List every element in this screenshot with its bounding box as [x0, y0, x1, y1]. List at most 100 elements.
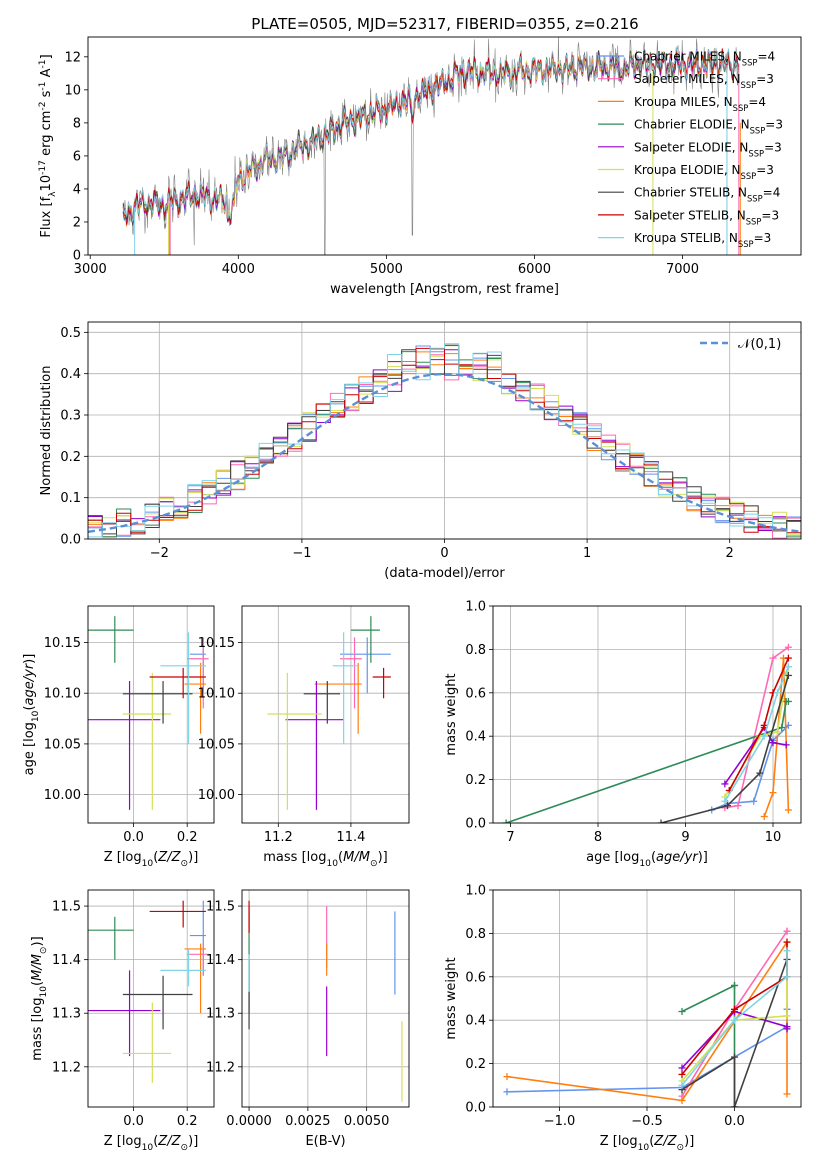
axes-frame: [87, 605, 215, 824]
legend-label: Chabrier MILES, NSSP=4: [634, 50, 775, 68]
tick-label-y: 10.00: [44, 788, 81, 803]
legend: 𝒩(0,1): [700, 337, 781, 352]
tick-label-y: 10: [64, 83, 81, 98]
weight-line-salpeter-elodie: [724, 726, 787, 785]
tick-label-x: 10: [765, 830, 782, 845]
panel-residuals: −2 −1 0 1 2 0.0 0.1 0.2 0.3 0.4 0.5 (data-model)/er…: [39, 321, 802, 581]
plot-area: [503, 927, 791, 1107]
tick-label-y: 0.0: [465, 1101, 486, 1116]
legend-label: Chabrier ELODIE, NSSP=3: [634, 118, 783, 136]
tick-label-y: 11.2: [52, 1060, 81, 1075]
tick-label-x: 0.0025: [285, 1114, 331, 1129]
tick-label-x: 6000: [518, 262, 551, 277]
panel-age-weight: 7 8 9 10 0.0 0.2 0.4 0.6 0.8 1.0 age [log10(age/yr…: [444, 600, 802, 869]
tick-label-y: 0.0: [60, 533, 81, 548]
x-axis-label: Z [log10(Z/Z⊙)]: [104, 850, 199, 869]
axes-frame: [241, 605, 410, 824]
tick-label-y: 0.8: [465, 927, 486, 942]
plot-area: [267, 616, 391, 810]
plot-area: [88, 616, 209, 810]
tick-label-y: 1.0: [465, 600, 486, 615]
panel-mass-age: 11.2 11.4 10.00 10.05 10.10 10.15 mass [log10(…: [198, 605, 410, 869]
legend-label: Salpeter MILES, NSSP=3: [634, 72, 774, 90]
y-axis-label: age [log10(age/yr)]: [22, 654, 41, 776]
tick-label-y: 11.3: [206, 1007, 235, 1022]
tick-label-x: 5000: [370, 262, 403, 277]
x-axis-label: (data-model)/error: [384, 566, 505, 581]
tick-label-x: 0: [440, 546, 448, 561]
panel-spectrum: 3000 4000 5000 6000 7000 0 2 4 6 8 10 12 wavelength …: [38, 36, 802, 297]
legend-label: Kroupa STELIB, NSSP=3: [634, 231, 771, 249]
y-axis-label: mass weight: [444, 957, 459, 1039]
weight-line-chabrier-stelib: [660, 675, 790, 823]
tick-label-y: 10.05: [44, 737, 81, 752]
axes-frame: [241, 889, 410, 1108]
tick-label-x: 2: [726, 546, 734, 561]
weight-line-salpeter-miles: [724, 646, 789, 809]
tick-label-y: 10.15: [198, 636, 235, 651]
tick-label-y: 1.0: [465, 884, 486, 899]
plot-area: [248, 900, 403, 1102]
tick-label-y: 12: [64, 50, 81, 65]
axes-frame: [87, 889, 215, 1108]
tick-label-y: 0.1: [60, 491, 81, 506]
tick-label-y: 11.5: [206, 900, 235, 915]
legend-label: Salpeter ELODIE, NSSP=3: [634, 140, 782, 158]
tick-label-x: 7000: [666, 262, 699, 277]
histogram-kroupa-stelib: [88, 343, 801, 538]
tick-label-y: 10.10: [198, 687, 235, 702]
tick-label-y: 0.5: [60, 326, 81, 341]
tick-label-y: 2: [73, 215, 81, 230]
tick-label-y: 10.05: [198, 737, 235, 752]
tick-label-y: 0.3: [60, 409, 81, 424]
panel-z-age: 0.0 0.2 10.00 10.05 10.10 10.15 Z [log10(Z/Z⊙)…: [22, 605, 215, 869]
y-axis-label: mass [log10(M/M⊙)]: [30, 936, 49, 1060]
tick-label-x: 7: [506, 830, 514, 845]
panel-ebv-mass: 0.0000 0.0025 0.0050 11.2 11.3 11.4 11.5 E(B-V): [206, 889, 410, 1149]
tick-label-y: 0.0: [465, 817, 486, 832]
tick-label-x: −1.0: [544, 1114, 576, 1129]
tick-label-y: 0: [73, 249, 81, 264]
tick-label-x: 0.0050: [344, 1114, 390, 1129]
y-axis-label: Normed distribution: [39, 366, 54, 496]
plot-area: [88, 343, 801, 539]
axes-frame: [492, 605, 802, 824]
tick-label-x: 9: [681, 830, 689, 845]
tick-label-x: 0.0000: [226, 1114, 272, 1129]
legend-label: Kroupa MILES, NSSP=4: [634, 95, 766, 113]
tick-label-x: 0.0: [724, 1114, 745, 1129]
legend: Chabrier MILES, NSSP=4 Salpeter MILES, NS…: [598, 50, 783, 249]
x-axis-label: E(B-V): [305, 1134, 345, 1149]
tick-label-x: −0.5: [631, 1114, 663, 1129]
tick-label-x: 0.0: [123, 1114, 144, 1129]
tick-label-y: 6: [73, 149, 81, 164]
tick-label-y: 8: [73, 116, 81, 131]
tick-label-x: 3000: [74, 262, 107, 277]
axes-frame: [492, 889, 802, 1108]
x-axis-label: Z [log10(Z/Z⊙)]: [104, 1134, 199, 1153]
tick-label-y: 11.4: [206, 953, 235, 968]
tick-label-y: 11.2: [206, 1060, 235, 1075]
legend-label: Kroupa ELODIE, NSSP=3: [634, 163, 774, 181]
panel-z-weight: −1.0 −0.5 0.0 0.0 0.2 0.4 0.6 0.8 1.0 Z [log10(Z/…: [444, 884, 802, 1153]
tick-label-y: 4: [73, 182, 81, 197]
panel-z-mass: 0.0 0.2 11.2 11.3 11.4 11.5 Z [log10(Z/Z⊙)] mas…: [30, 889, 215, 1153]
y-axis-label: Flux [fλ10-17 erg cm-2 s-1 A-1]: [38, 54, 58, 237]
x-axis-label: Z [log10(Z/Z⊙)]: [600, 1134, 695, 1153]
tick-label-x: −1: [292, 546, 311, 561]
tick-label-y: 11.3: [52, 1007, 81, 1022]
tick-label-y: 10.10: [44, 687, 81, 702]
tick-label-y: 0.6: [465, 970, 486, 985]
tick-label-y: 0.6: [465, 686, 486, 701]
model-spectrum-kroupa-stelib: [122, 46, 739, 222]
tick-label-y: 11.5: [52, 900, 81, 915]
tick-label-y: 0.4: [465, 1014, 486, 1029]
tick-label-x: 11.2: [264, 830, 293, 845]
tick-label-x: 0.2: [177, 1114, 198, 1129]
x-axis-label: mass [log10(M/M⊙)]: [263, 850, 387, 869]
tick-label-x: 1: [583, 546, 591, 561]
tick-label-y: 10.00: [198, 788, 235, 803]
plot-area: [122, 37, 741, 255]
tick-label-y: 0.2: [465, 1057, 486, 1072]
